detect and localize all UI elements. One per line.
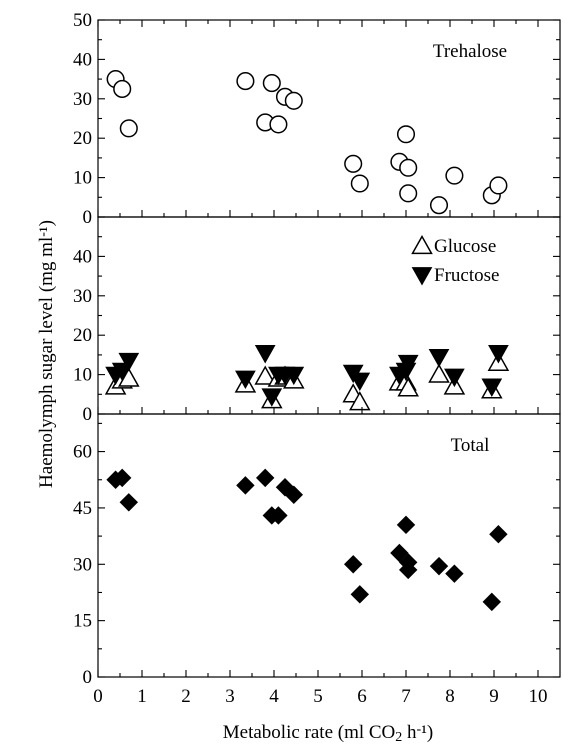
series-trehalose bbox=[106, 70, 508, 215]
series-glucose bbox=[104, 351, 510, 411]
data-point bbox=[262, 73, 281, 93]
data-point bbox=[235, 370, 256, 390]
legend-marker bbox=[411, 234, 433, 255]
legend-label: Fructose bbox=[434, 265, 499, 286]
y-tick-label: 15 bbox=[73, 611, 92, 632]
y-axis-label: Haemolymph sugar level (mg ml-¹) bbox=[36, 220, 57, 488]
x-tick-label: 7 bbox=[401, 686, 411, 707]
data-point bbox=[445, 564, 464, 583]
data-point bbox=[254, 345, 276, 364]
y-tick-label: 30 bbox=[73, 89, 92, 110]
data-point bbox=[254, 365, 276, 385]
y-tick-label: 40 bbox=[73, 49, 92, 70]
data-point bbox=[343, 555, 363, 574]
data-point bbox=[349, 372, 371, 392]
data-point bbox=[396, 515, 416, 535]
data-point bbox=[390, 543, 409, 563]
x-tick-label: 1 bbox=[137, 686, 147, 707]
data-point bbox=[481, 378, 503, 397]
y-tick-label: 30 bbox=[73, 554, 92, 575]
data-point bbox=[283, 366, 305, 386]
x-tick-label: 10 bbox=[529, 686, 548, 707]
data-point bbox=[489, 176, 508, 195]
y-tick-label: 20 bbox=[73, 325, 92, 346]
data-point bbox=[444, 368, 465, 388]
data-point bbox=[236, 72, 255, 91]
data-point bbox=[482, 592, 502, 612]
y-tick-label: 30 bbox=[73, 286, 92, 307]
y-tick-label: 10 bbox=[73, 168, 92, 189]
x-tick-label: 5 bbox=[313, 686, 323, 707]
y-tick-label: 45 bbox=[73, 498, 92, 519]
y-tick-label: 10 bbox=[73, 365, 92, 386]
data-point bbox=[399, 184, 418, 203]
series-fructose bbox=[105, 345, 509, 407]
x-tick-label: 0 bbox=[93, 686, 103, 707]
data-point bbox=[445, 166, 464, 185]
y-tick-label: 60 bbox=[73, 442, 92, 463]
data-point bbox=[350, 585, 370, 604]
data-point bbox=[429, 196, 449, 215]
y-tick-label: 20 bbox=[73, 128, 92, 149]
panels-layer: 0 10 20 30 40 50 Trehalose 0 10 20 30 40 Glucose Fruc… bbox=[73, 10, 561, 688]
x-tick-label: 9 bbox=[489, 686, 499, 707]
x-tick-label: 6 bbox=[357, 686, 367, 707]
data-point bbox=[396, 125, 416, 144]
data-point bbox=[284, 91, 303, 110]
x-tick-label: 3 bbox=[225, 686, 235, 707]
panel-label: Total bbox=[451, 435, 490, 456]
x-axis: 0 1 2 3 4 5 6 7 8 9 10 bbox=[93, 20, 548, 707]
series-total bbox=[106, 468, 508, 612]
data-point bbox=[488, 345, 509, 364]
data-point bbox=[284, 485, 304, 504]
panel-frame bbox=[97, 413, 561, 678]
data-point bbox=[399, 158, 418, 177]
y-tick-label: 0 bbox=[83, 667, 93, 688]
data-point bbox=[350, 174, 369, 193]
data-point bbox=[112, 468, 132, 488]
data-point bbox=[428, 348, 450, 368]
data-point bbox=[269, 506, 288, 525]
data-point bbox=[349, 391, 371, 411]
panel-glucose-fructose: 0 10 20 30 40 Glucose Fructose bbox=[73, 216, 561, 425]
data-point bbox=[261, 388, 283, 407]
data-point bbox=[119, 119, 138, 138]
data-point bbox=[269, 115, 288, 134]
x-tick-label: 2 bbox=[181, 686, 191, 707]
y-tick-label: 50 bbox=[73, 10, 92, 31]
data-point bbox=[489, 525, 508, 544]
data-point bbox=[397, 377, 419, 397]
panel-label: Trehalose bbox=[433, 41, 507, 62]
data-point bbox=[118, 352, 140, 372]
x-tick-label: 4 bbox=[269, 686, 279, 707]
y-tick-label: 0 bbox=[83, 404, 93, 425]
y-tick-label: 40 bbox=[73, 246, 92, 267]
data-point bbox=[344, 154, 363, 173]
legend-label: Glucose bbox=[434, 236, 496, 257]
panel-total: 0 15 30 45 60 Total bbox=[73, 413, 561, 688]
data-point bbox=[397, 354, 419, 374]
data-point bbox=[429, 556, 449, 576]
data-point bbox=[236, 476, 255, 495]
panel-trehalose: 0 10 20 30 40 50 Trehalose bbox=[73, 10, 561, 228]
x-tick-label: 8 bbox=[445, 686, 455, 707]
x-axis-label: Metabolic rate (ml CO2 h-¹) bbox=[223, 722, 433, 745]
data-point bbox=[255, 468, 275, 488]
legend-marker bbox=[411, 267, 433, 286]
data-point bbox=[113, 79, 132, 98]
data-point bbox=[428, 363, 450, 383]
y-tick-label: 0 bbox=[83, 207, 93, 228]
data-point bbox=[119, 493, 139, 512]
data-point bbox=[398, 560, 418, 580]
